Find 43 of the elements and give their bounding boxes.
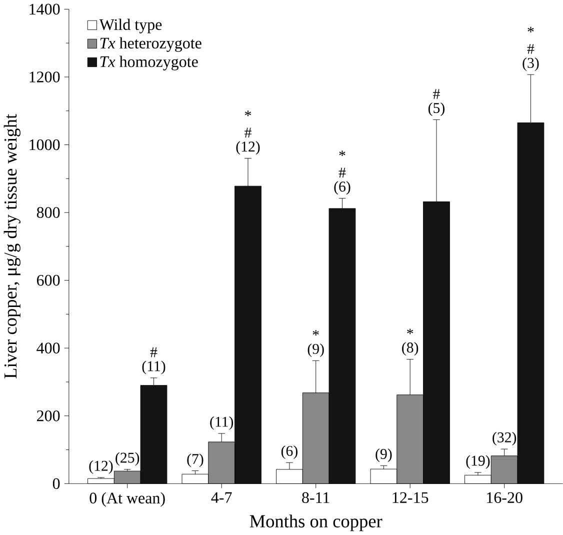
annotation: (11) bbox=[210, 416, 234, 430]
y-tick-label: 1200 bbox=[30, 72, 60, 82]
annotation: (8) bbox=[402, 342, 418, 356]
annotation: (25) bbox=[116, 452, 140, 466]
annotation: * bbox=[312, 330, 319, 336]
annotation: (6) bbox=[334, 181, 350, 195]
annotation: # bbox=[244, 128, 252, 138]
y-tick-label: 1400 bbox=[30, 4, 60, 15]
annotation: # bbox=[527, 44, 534, 54]
y-tick-label: 400 bbox=[36, 342, 60, 354]
annotation: (6) bbox=[281, 445, 298, 459]
x-tick-label: 8-11 bbox=[302, 492, 330, 504]
x-tick-label: 12-15 bbox=[392, 492, 428, 503]
annotation: (9) bbox=[308, 343, 324, 357]
y-tick-label: 800 bbox=[36, 207, 60, 218]
annotation: (7) bbox=[187, 454, 204, 468]
annotation: * bbox=[528, 26, 534, 32]
annotation: (5) bbox=[428, 102, 444, 116]
y-tick-label: 200 bbox=[37, 410, 60, 422]
x-tick-label: 0 (At wean) bbox=[90, 492, 165, 507]
annotation: (3) bbox=[522, 57, 539, 71]
annotation: (12) bbox=[89, 460, 113, 474]
annotation: (12) bbox=[236, 141, 260, 155]
y-axis-title: Liver copper, μg/g dry tissue weight bbox=[4, 114, 20, 378]
x-tick-label: 4-7 bbox=[211, 492, 232, 503]
annotation: (9) bbox=[376, 448, 392, 462]
y-tick-label: 600 bbox=[36, 274, 60, 286]
annotation: # bbox=[338, 168, 346, 178]
legend-label: Wild type bbox=[99, 18, 162, 34]
annotation: (19) bbox=[466, 455, 490, 469]
annotation: (32) bbox=[492, 432, 516, 446]
y-tick-label: 1000 bbox=[30, 139, 60, 150]
y-tick-label: 0 bbox=[52, 478, 60, 490]
annotation: * bbox=[339, 150, 346, 156]
x-tick-label: 16-20 bbox=[487, 492, 522, 504]
x-axis-title: Months on copper bbox=[250, 514, 382, 532]
legend-label: Tx heterozygote bbox=[100, 37, 202, 52]
annotation: * bbox=[407, 328, 414, 334]
legend-label: Tx homozygote bbox=[100, 56, 198, 70]
annotation: (11) bbox=[142, 360, 166, 374]
annotation: # bbox=[433, 89, 440, 99]
annotation: * bbox=[244, 110, 251, 116]
annotation: # bbox=[150, 347, 158, 358]
